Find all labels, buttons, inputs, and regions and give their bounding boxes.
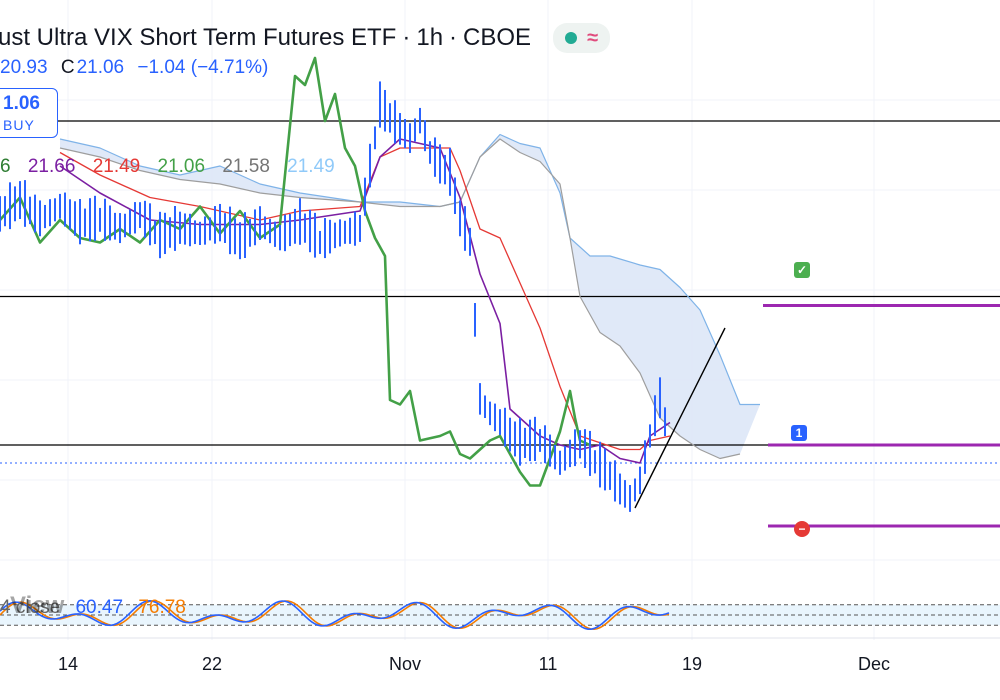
x-tick-label: 19 [681,654,703,674]
market-status-pill[interactable]: ≈ [553,23,611,53]
ichimoku-value: 21.58 [222,156,270,177]
oscillator-k-line [0,600,670,630]
x-tick-label: 11 [538,654,558,674]
ichimoku-value: 21.66 [27,156,76,177]
oscillator-legend: 4 close 60.47 76.78 [0,597,186,619]
interval-label[interactable]: 1h [416,24,444,51]
change-value: −1.04 (−4.71%) [137,57,269,78]
x-tick-label: 14 [57,654,79,674]
x-tick-label: Nov [388,654,422,674]
buy-label: BUY [3,117,35,133]
header-separator: · [402,24,411,51]
senkou-span-a-line [59,133,760,406]
chikou-span-line [0,56,591,487]
watermark: View [10,592,65,619]
close-value: 21.06 [76,57,125,78]
buy-button[interactable]: 1.06 BUY [0,88,58,138]
symbol-title: ust Ultra VIX Short Term Futures ETF [0,24,397,51]
oscillator-k-value: 60.47 [75,597,124,618]
trend-line [634,327,726,509]
oscillator-name: 4 close [0,597,61,618]
x-tick-label: 22 [201,654,223,674]
oscillator-pane [0,600,1000,631]
price-bars [0,81,726,512]
buy-price: 1.06 [3,93,40,114]
senkou-span-b-line [59,138,741,460]
exchange-label: CBOE [463,24,532,51]
ichimoku-value: 21.06 [157,156,206,177]
target-lines [763,304,1000,528]
grid [0,0,1000,640]
oscillator-d-value: 76.78 [138,597,186,618]
delayed-data-icon: ≈ [587,26,599,49]
stop-loss-icon[interactable]: − [794,521,810,537]
x-tick-label: Dec [857,654,891,674]
chart-header: ust Ultra VIX Short Term Futures ETF · 1… [0,18,611,58]
ohlc-readout: 20.93 C 21.06 −1.04 (−4.71%) [0,57,276,79]
header-separator: · [449,24,458,51]
entry-marker-icon[interactable]: 1 [791,425,807,441]
ichimoku-value: 6 [0,156,11,177]
checkmark-target-icon[interactable]: ✓ [794,262,810,278]
low-value: 20.93 [0,57,48,78]
ichimoku-value: 21.49 [287,156,335,177]
market-open-icon [565,32,578,44]
close-label: C [60,57,75,78]
ichimoku-values: 6 21.66 21.49 21.06 21.58 21.49 [0,156,347,178]
ichimoku-value: 21.49 [92,156,141,177]
